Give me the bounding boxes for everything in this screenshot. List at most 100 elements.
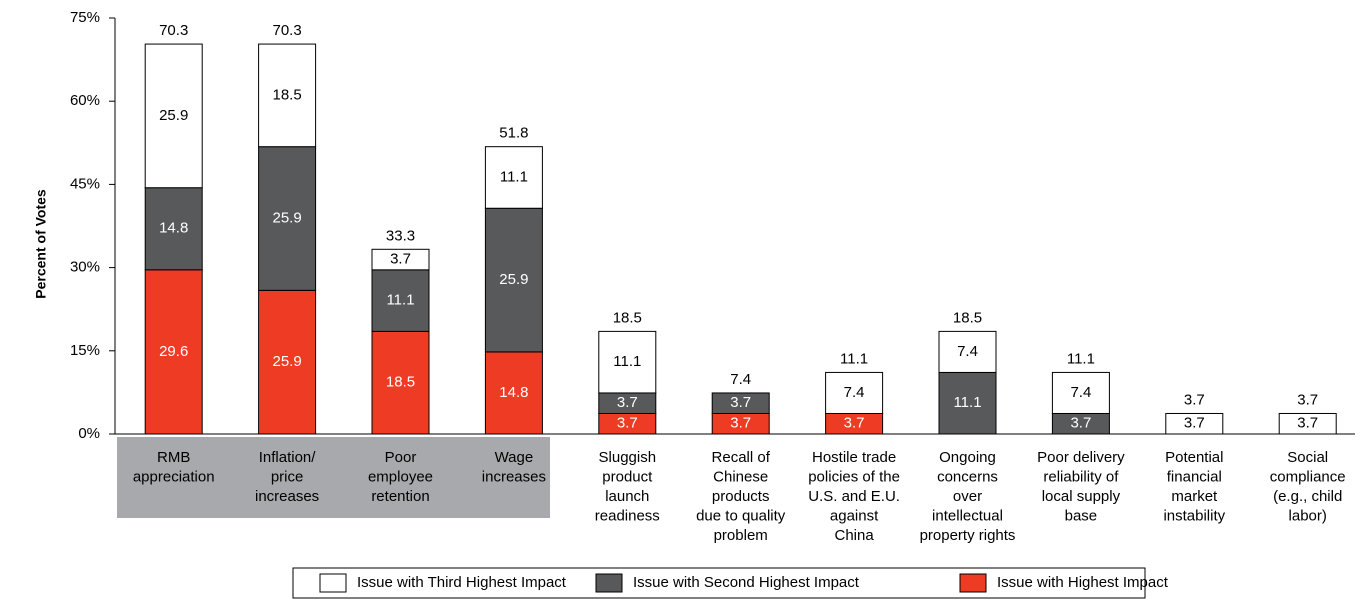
segment-label: 25.9	[272, 353, 301, 370]
x-tick-label: appreciation	[133, 468, 215, 485]
total-label: 18.5	[613, 309, 642, 326]
segment-label: 25.9	[499, 271, 528, 288]
x-tick-label: RMB	[157, 449, 190, 466]
x-tick-label: Wage	[495, 449, 534, 466]
x-tick-label: retention	[371, 488, 429, 505]
x-tick-label: launch	[605, 488, 649, 505]
x-tick-label: intellectual	[932, 507, 1003, 524]
bar-segment	[371, 269, 430, 332]
y-tick-label: 30%	[70, 259, 100, 276]
x-tick-label: policies of the	[808, 468, 900, 485]
segment-label: 25.9	[272, 209, 301, 226]
y-tick-label: 15%	[70, 342, 100, 359]
bar-segment	[258, 146, 317, 291]
bar-segment	[258, 289, 317, 435]
bar-segment	[371, 330, 430, 435]
x-tick-label: products	[712, 488, 770, 505]
bar-segment	[711, 392, 770, 414]
segment-label: 14.8	[159, 220, 188, 237]
x-tick-label: Sluggish	[599, 449, 657, 466]
x-tick-label: Inflation/	[259, 449, 317, 466]
total-label: 3.7	[1184, 391, 1205, 408]
x-tick-label: Recall of	[712, 449, 771, 466]
x-tick-label: base	[1065, 507, 1098, 524]
total-label: 33.3	[386, 227, 415, 244]
segment-label: 29.6	[159, 343, 188, 360]
x-tick-label: property rights	[920, 527, 1016, 544]
bar-segment	[144, 43, 203, 189]
segment-label: 11.1	[953, 394, 981, 411]
segment-label: 7.4	[1070, 384, 1091, 401]
x-tick-label: problem	[714, 527, 768, 544]
x-tick-label: local supply	[1042, 488, 1121, 505]
bar-segment	[1051, 371, 1110, 414]
x-tick-label: Ongoing	[939, 449, 996, 466]
segment-label: 11.1	[386, 292, 414, 309]
x-tick-label: product	[602, 468, 653, 485]
segment-label: 18.5	[386, 374, 415, 391]
x-tick-label: over	[953, 488, 982, 505]
y-tick-label: 0%	[78, 425, 100, 442]
group-highlight	[117, 437, 550, 518]
legend-box	[292, 567, 1146, 599]
total-label: 18.5	[953, 309, 982, 326]
bar-segment	[938, 330, 997, 373]
x-tick-label: U.S. and E.U.	[808, 488, 900, 505]
total-label: 11.1	[1067, 350, 1095, 367]
total-label: 11.1	[840, 350, 868, 367]
total-label: 7.4	[730, 371, 751, 388]
legend-label: Issue with Second Highest Impact	[633, 574, 860, 591]
segment-label: 7.4	[844, 384, 865, 401]
x-tick-label: instability	[1163, 507, 1225, 524]
y-axis-label: Percent of Votes	[33, 189, 49, 299]
segment-label: 14.8	[499, 384, 528, 401]
segment-label: 3.7	[1184, 415, 1205, 432]
x-tick-label: labor)	[1289, 507, 1327, 524]
legend-label: Issue with Highest Impact	[997, 574, 1169, 591]
segment-label: 11.1	[613, 353, 641, 370]
segment-label: 3.7	[844, 415, 865, 432]
x-tick-label: compliance	[1270, 468, 1346, 485]
bar-segment	[598, 330, 657, 394]
segment-label: 3.7	[617, 394, 638, 411]
bar-segment	[371, 248, 430, 271]
x-tick-label: readiness	[595, 507, 660, 524]
x-tick-label: market	[1171, 488, 1218, 505]
bar-segment	[258, 43, 317, 148]
x-tick-label: employee	[368, 468, 433, 485]
total-label: 70.3	[272, 22, 301, 39]
bar-segment	[938, 371, 997, 435]
bar-segment	[144, 269, 203, 435]
x-tick-label: increases	[482, 468, 546, 485]
segment-label: 11.1	[500, 168, 528, 185]
y-tick-label: 60%	[70, 92, 100, 109]
y-tick-label: 75%	[70, 9, 100, 26]
segment-label: 3.7	[1297, 415, 1318, 432]
x-tick-label: Potential	[1165, 449, 1223, 466]
segment-label: 3.7	[617, 415, 638, 432]
x-tick-label: Hostile trade	[812, 449, 896, 466]
segment-label: 18.5	[272, 86, 301, 103]
legend-label: Issue with Third Highest Impact	[357, 574, 567, 591]
legend-swatch	[595, 573, 623, 593]
segment-label: 7.4	[957, 343, 978, 360]
x-tick-label: against	[830, 507, 879, 524]
total-label: 70.3	[159, 22, 188, 39]
total-label: 3.7	[1297, 391, 1318, 408]
x-tick-label: increases	[255, 488, 319, 505]
bar-segment	[144, 187, 203, 271]
x-tick-label: China	[834, 527, 874, 544]
segment-label: 3.7	[390, 251, 411, 268]
bar-segment	[484, 146, 543, 209]
segment-label: 25.9	[159, 107, 188, 124]
legend-swatch	[319, 573, 347, 593]
x-tick-label: reliability of	[1043, 468, 1119, 485]
segment-label: 3.7	[1070, 415, 1091, 432]
x-tick-label: Poor delivery	[1037, 449, 1125, 466]
x-tick-label: price	[271, 468, 304, 485]
x-tick-label: due to quality	[696, 507, 786, 524]
x-tick-label: concerns	[937, 468, 998, 485]
x-tick-label: financial	[1167, 468, 1222, 485]
legend-swatch	[959, 573, 987, 593]
